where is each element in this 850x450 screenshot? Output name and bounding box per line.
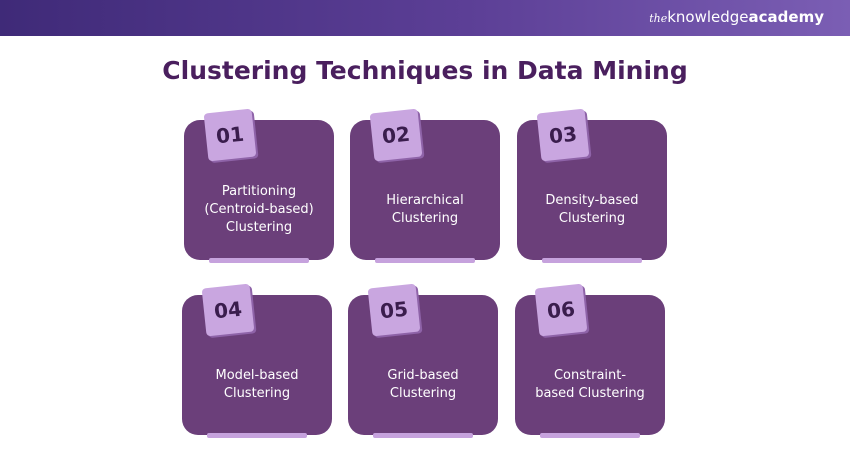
label-line: Clustering [223, 386, 291, 401]
card-underline [542, 258, 642, 263]
card-underline [373, 433, 473, 438]
card-underline [540, 433, 640, 438]
brand-logo: theknowledgeacademy [649, 8, 824, 26]
card-underline [375, 258, 475, 263]
brand-suffix: academy [748, 8, 824, 26]
label-line: Constraint- [553, 368, 627, 383]
technique-card: 01 Partitioning (Centroid-based) Clustering [184, 108, 334, 263]
header-bar: theknowledgeacademy [0, 0, 850, 36]
label-line: Clustering [389, 386, 457, 401]
label-line: Clustering [225, 220, 293, 235]
label-line: Clustering [391, 211, 459, 226]
card-label: Hierarchical Clustering [358, 172, 492, 248]
label-line: based Clustering [535, 386, 645, 401]
label-line: (Centroid-based) [204, 202, 314, 217]
card-number: 03 [536, 108, 590, 162]
label-line: Hierarchical [386, 193, 464, 208]
card-label: Constraint-based Clustering [523, 347, 657, 423]
card-label: Density-based Clustering [525, 172, 659, 248]
card-number: 04 [201, 283, 255, 337]
technique-card: 04 Model-based Clustering [182, 283, 332, 438]
technique-card: 03 Density-based Clustering [517, 108, 667, 263]
card-number: 06 [534, 283, 588, 337]
label-line: Model-based [215, 368, 299, 383]
technique-card: 06 Constraint-based Clustering [515, 283, 665, 438]
title: Clustering Techniques in Data Mining [162, 56, 688, 85]
card-number: 02 [369, 108, 423, 162]
technique-card: 05 Grid-based Clustering [348, 283, 498, 438]
brand-prefix: the [649, 12, 668, 25]
label-line: Clustering [558, 211, 626, 226]
card-label: Partitioning (Centroid-based) Clustering [192, 172, 326, 248]
card-number: 05 [367, 283, 421, 337]
brand-name: knowledge [667, 8, 749, 26]
card-number: 01 [203, 108, 257, 162]
card-underline [207, 433, 307, 438]
card-underline [209, 258, 309, 263]
card-label: Model-based Clustering [190, 347, 324, 423]
label-line: Partitioning [221, 184, 297, 199]
technique-card: 02 Hierarchical Clustering [350, 108, 500, 263]
card-label: Grid-based Clustering [356, 347, 490, 423]
label-line: Grid-based [387, 368, 459, 383]
label-line: Density-based [545, 193, 639, 208]
